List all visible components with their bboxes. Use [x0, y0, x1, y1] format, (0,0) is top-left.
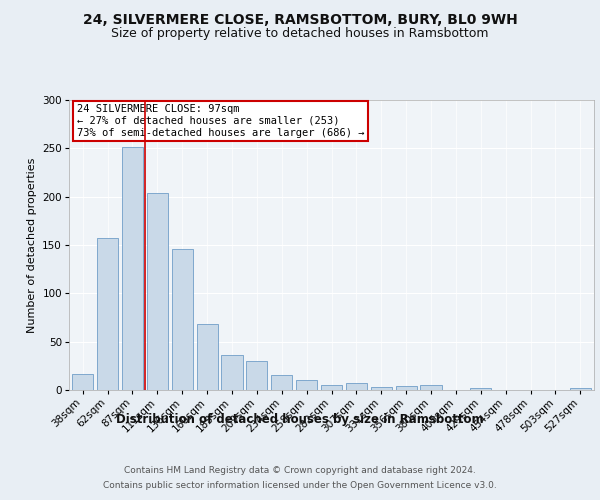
Text: 24 SILVERMERE CLOSE: 97sqm
← 27% of detached houses are smaller (253)
73% of sem: 24 SILVERMERE CLOSE: 97sqm ← 27% of deta… — [77, 104, 364, 138]
Bar — [470, 388, 491, 390]
Bar — [395, 386, 417, 390]
Text: Size of property relative to detached houses in Ramsbottom: Size of property relative to detached ho… — [111, 28, 489, 40]
Bar — [271, 374, 292, 390]
Bar — [321, 385, 342, 390]
Bar — [371, 387, 392, 390]
Bar — [221, 355, 242, 390]
Bar — [172, 249, 193, 390]
Bar — [421, 385, 442, 390]
Bar — [296, 380, 317, 390]
Bar — [72, 374, 93, 390]
Bar — [147, 193, 168, 390]
Y-axis label: Number of detached properties: Number of detached properties — [27, 158, 37, 332]
Bar — [570, 388, 591, 390]
Bar — [197, 324, 218, 390]
Bar — [246, 361, 268, 390]
Bar — [346, 383, 367, 390]
Text: Contains HM Land Registry data © Crown copyright and database right 2024.: Contains HM Land Registry data © Crown c… — [124, 466, 476, 475]
Text: 24, SILVERMERE CLOSE, RAMSBOTTOM, BURY, BL0 9WH: 24, SILVERMERE CLOSE, RAMSBOTTOM, BURY, … — [83, 12, 517, 26]
Text: Contains public sector information licensed under the Open Government Licence v3: Contains public sector information licen… — [103, 481, 497, 490]
Text: Distribution of detached houses by size in Ramsbottom: Distribution of detached houses by size … — [116, 412, 484, 426]
Bar — [97, 238, 118, 390]
Bar — [122, 148, 143, 390]
